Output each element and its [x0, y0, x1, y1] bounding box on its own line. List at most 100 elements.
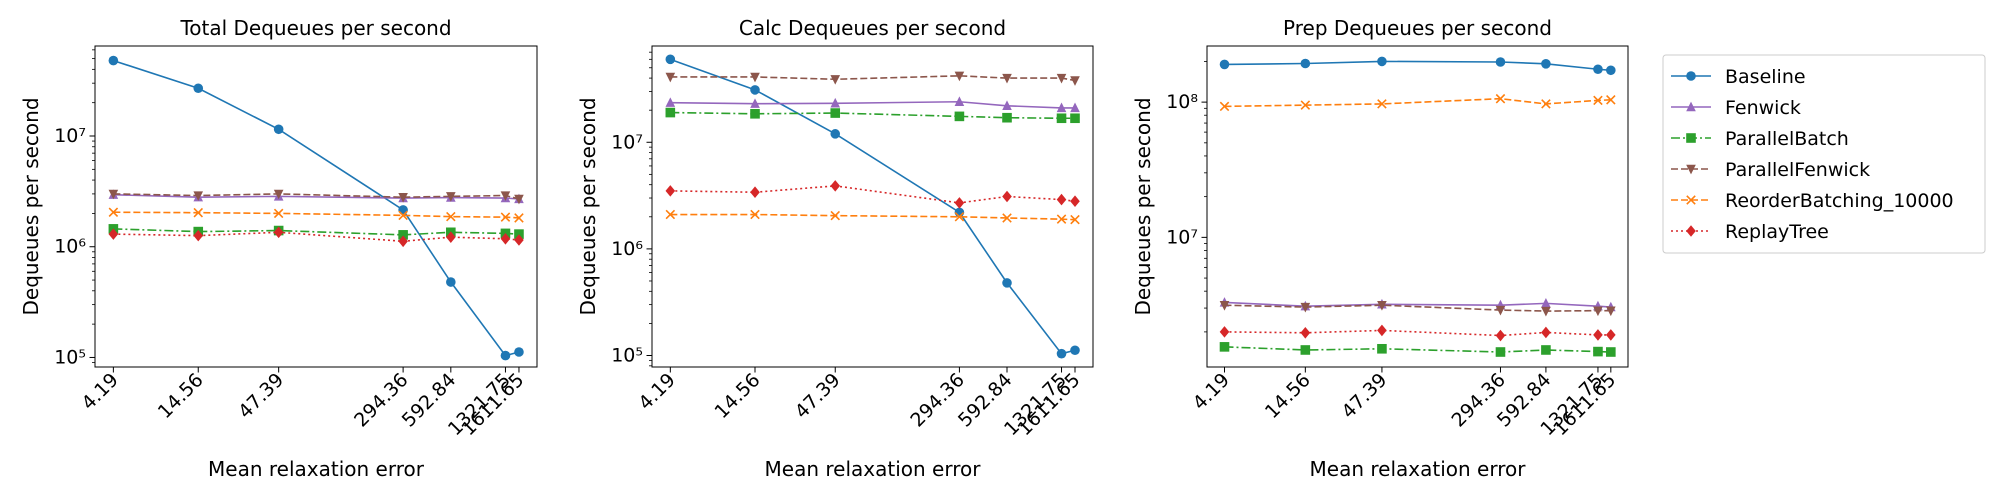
panel-1-series-reorderbatching-10000-point — [273, 208, 284, 219]
panel-3-x-tick-label: 4.19 — [1189, 369, 1234, 414]
panel-3-series-parallelfenwick-point — [1606, 306, 1616, 317]
legend-entry-baseline-label: Baseline — [1725, 66, 1806, 88]
panel-2-x-tick-label: 47.39 — [791, 369, 845, 423]
panel-3-series-parallelbatch-point — [1593, 346, 1603, 357]
panel-2-series-baseline-point — [1070, 345, 1080, 356]
panel-1-series-parallelbatch-point — [398, 230, 408, 240]
panel-1-series-parallelfenwick-point — [398, 193, 408, 203]
panel-2-series-parallelfenwick-point — [1056, 73, 1067, 84]
panel-3-series-parallelbatch-point — [1377, 343, 1387, 354]
panel-2-series-replaytree-point — [1002, 190, 1012, 203]
panel-3-series-reorderbatching-10000-point — [1300, 100, 1311, 110]
panel-1-series-reorderbatching-10000-line — [113, 211, 520, 219]
panel-3-series-parallelbatch — [1219, 342, 1616, 357]
panel-2-series-fenwick-point — [1002, 100, 1012, 110]
panel-2-series-fenwick-point — [750, 98, 760, 108]
panel-2-x-tick-label: 14.56 — [711, 369, 765, 423]
panel-2-series-replaytree-line — [670, 185, 1076, 204]
panel-3-series-parallelbatch-point — [1219, 342, 1230, 352]
panel-1-series-parallelfenwick-point — [500, 191, 511, 201]
panel-2-series-reorderbatching-10000-point — [1070, 214, 1080, 225]
legend-entry-parallelfenwick-marker — [1686, 164, 1696, 175]
panel-2-series-baseline-point — [1002, 278, 1012, 288]
panel-1-title: Total Dequeues per second — [179, 16, 451, 40]
panel-3-series-reorderbatching-10000-point — [1219, 101, 1230, 112]
legend-entry-parallelbatch-label: ParallelBatch — [1725, 128, 1849, 150]
panel-3-series-baseline-point — [1377, 56, 1387, 67]
legend-entry-fenwick-label: Fenwick — [1725, 97, 1801, 119]
panel-1-series-replaytree-point — [446, 231, 456, 243]
panel-2-series-parallelbatch-point — [830, 108, 841, 118]
panel-1-series-replaytree-point — [273, 226, 284, 239]
panel-1-series-replaytree-line — [113, 231, 520, 243]
panel-3-series-reorderbatching-10000-line — [1224, 97, 1611, 108]
panel-2-series-reorderbatching-10000 — [665, 209, 1080, 225]
panel-1-x-axis-label: Mean relaxation error — [208, 457, 425, 481]
panel-3-series-parallelbatch-line — [1224, 346, 1611, 353]
panel-3-series-replaytree — [1219, 324, 1616, 342]
panel-2-series-parallelfenwick-point — [954, 71, 965, 82]
legend-box — [1662, 54, 1986, 254]
panel-3-series-parallelfenwick-point — [1593, 306, 1603, 317]
panel-3-series-baseline-point — [1593, 64, 1603, 75]
panel-1-series-baseline-point — [500, 350, 511, 361]
panel-1-series-replaytree-point — [500, 232, 511, 245]
panel-3-series-replaytree-point — [1219, 326, 1230, 338]
panel-1-series-parallelbatch-point — [514, 229, 524, 239]
legend-entry-baseline-marker — [1686, 71, 1696, 81]
panel-3-series-replaytree-point — [1593, 329, 1603, 341]
panel-2-y-tick-label: 10⁷ — [611, 131, 643, 153]
panel-1-y-tick-label: 10⁶ — [54, 236, 86, 258]
panel-3-series-parallelfenwick-line — [1224, 304, 1611, 312]
panel-2-series-reorderbatching-10000-point — [830, 210, 841, 221]
panel-2-series-parallelfenwick-line — [670, 75, 1076, 82]
panel-1-series-reorderbatching-10000-point — [193, 207, 204, 218]
panel-3-series-replaytree-point — [1541, 326, 1551, 339]
legend-entry-reorderbatching-10000-marker — [1686, 195, 1696, 205]
panel-3-series-fenwick-point — [1541, 297, 1551, 308]
panel-1-series-reorderbatching-10000-point — [446, 211, 456, 222]
panel-2-series-baseline-point — [750, 85, 760, 95]
panel-2-series-replaytree-point — [1056, 193, 1067, 206]
panel-3-series-baseline — [1219, 56, 1616, 76]
panel-2-series-parallelbatch-point — [1070, 113, 1080, 124]
panel-1-series-baseline-point — [273, 124, 284, 135]
panel-3-series-parallelfenwick-point — [1300, 302, 1311, 313]
panel-2-series-parallelfenwick-point — [1070, 76, 1080, 86]
panel-1-series-parallelfenwick-point — [273, 189, 284, 200]
panel-2-series-fenwick-point — [1056, 102, 1067, 113]
panel-2-axes-frame — [651, 45, 1094, 368]
panel-3-x-axis-label: Mean relaxation error — [1310, 457, 1527, 481]
panel-3-series-baseline-line — [1224, 60, 1611, 72]
panel-1-series-parallelfenwick-point — [108, 189, 119, 200]
panel-3-series-parallelfenwick-point — [1495, 305, 1506, 316]
panel-2-series-parallelfenwick-point — [1002, 73, 1012, 84]
panel-1-series-reorderbatching-10000-point — [500, 212, 511, 222]
panel-3-series-fenwick — [1219, 297, 1616, 312]
panel-3-series-reorderbatching-10000-point — [1377, 99, 1387, 109]
panel-2-series-replaytree-point — [750, 186, 760, 199]
panel-1-series-baseline-point — [398, 205, 408, 215]
panel-2-series-parallelbatch-point — [1002, 112, 1012, 123]
panel-1-series-baseline-point — [446, 277, 456, 287]
panel-1-y-axis-label: Dequeues per second — [19, 97, 43, 315]
panel-2-series-replaytree-point — [830, 180, 841, 192]
panel-1-y-tick-label: 10⁵ — [54, 346, 86, 368]
panel-1-series-parallelbatch-line — [113, 228, 520, 236]
panel-2-series-fenwick — [665, 96, 1080, 113]
panel-2-y-tick-label: 10⁶ — [611, 238, 643, 260]
panel-2-series-parallelfenwick-point — [750, 72, 760, 83]
panel-2-series-fenwick-point — [665, 97, 676, 107]
panel-2-series-reorderbatching-10000-point — [750, 209, 760, 220]
panel-2-series-replaytree — [665, 180, 1080, 209]
panel-3-axes-frame — [1206, 45, 1629, 368]
panel-1-y-tick-label: 10⁷ — [54, 125, 86, 147]
panel-3-series-reorderbatching-10000-point — [1541, 99, 1551, 109]
panel-2-series-fenwick-point — [830, 97, 841, 108]
legend-entry-parallelbatch-marker — [1686, 133, 1696, 143]
panel-3-series-reorderbatching-10000 — [1219, 93, 1616, 112]
panel-1-x-tick-label: 47.39 — [234, 369, 288, 423]
panel-2-y-tick-label: 10⁵ — [611, 344, 643, 366]
